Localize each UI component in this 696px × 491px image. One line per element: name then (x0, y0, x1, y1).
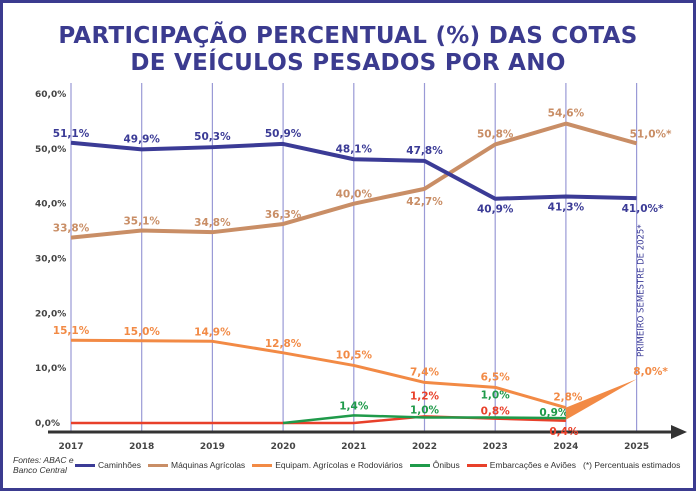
data-label: 50,3% (194, 131, 231, 143)
data-label: 34,8% (194, 217, 231, 229)
legend-items: Caminhões Máquinas Agrícolas Equipam. Agrí… (75, 455, 687, 470)
data-label: 50,9% (265, 128, 302, 140)
chart-title: PARTICIPAÇÃO PERCENTUAL (%) DAS COTAS DE… (3, 23, 693, 77)
y-tick-label: 20,0% (35, 309, 66, 319)
data-label: 41,0%* (622, 203, 664, 215)
data-label: 47,8% (406, 145, 443, 157)
legend-label: Máquinas Agrícolas (171, 460, 246, 470)
legend: Fontes: ABAC e Banco Central Caminhões Má… (13, 455, 687, 475)
series-wedge-equipam-agricolas-e-rodoviarios (565, 379, 637, 420)
legend-swatch (409, 463, 430, 467)
legend-label: Equipam. Agrícolas e Rodoviários (275, 460, 403, 470)
x-tick-label: 2019 (200, 442, 225, 452)
legend-label: Ônibus (432, 460, 460, 470)
x-tick-label: 2024 (553, 442, 578, 452)
x-axis-arrow (671, 425, 687, 439)
x-tick-label: 2018 (129, 442, 154, 452)
title-line-2: DE VEÍCULOS PESADOS POR ANO (130, 50, 566, 76)
data-label: 0,4% (549, 426, 579, 438)
x-tick-label: 2020 (271, 442, 296, 452)
data-label: 40,9% (477, 204, 514, 216)
legend-swatch (75, 463, 95, 467)
data-label: 49,9% (123, 133, 160, 145)
data-label: 41,3% (548, 202, 585, 214)
data-label: 35,1% (123, 216, 160, 228)
x-tick-label: 2021 (341, 442, 366, 452)
legend-item-equipam-agricolas-e-rodoviarios: Equipam. Agrícolas e Rodoviários (252, 460, 403, 470)
legend-item-caminhoes: Caminhões (75, 460, 141, 470)
data-label: 36,3% (265, 209, 302, 221)
data-label: 54,6% (548, 108, 585, 120)
x-tick-label: 2017 (58, 442, 83, 452)
data-label: 50,8% (477, 128, 514, 140)
plot-area: 2017 2018 2019 2020 2021 2022 2023 2024 2025 0,0%… (35, 83, 687, 452)
data-label: 51,1% (53, 128, 90, 140)
data-label: 12,8% (265, 338, 302, 350)
data-label: 8,0%* (633, 366, 668, 378)
data-label: 1,2% (410, 390, 440, 402)
source-note: Fontes: ABAC e Banco Central (13, 455, 74, 475)
data-label: 0,8% (481, 406, 511, 418)
data-label: 51,0%* (630, 128, 672, 140)
x-tick-label: 2025 (624, 442, 649, 452)
data-label: 15,1% (53, 325, 90, 337)
y-tick-label: 30,0% (35, 255, 66, 265)
legend-item-maquinas-agricolas: Máquinas Agrícolas (148, 460, 245, 470)
data-label: 6,5% (481, 371, 511, 383)
legend-swatch (252, 463, 273, 467)
data-label: 1,4% (339, 400, 369, 412)
legend-item-embarcacoes-e-avioes: Embarcações e Aviões (466, 460, 577, 470)
data-label: 33,8% (53, 223, 90, 235)
data-label: 14,9% (194, 326, 231, 338)
legend-label: Embarcações e Aviões (489, 460, 577, 470)
x-tick-label: 2022 (412, 442, 437, 452)
title-line-1: PARTICIPAÇÃO PERCENTUAL (%) DAS COTAS (58, 23, 638, 49)
annotation-first-semester: PRIMEIRO SEMESTRE DE 2025* (637, 224, 647, 357)
y-tick-label: 60,0% (35, 90, 66, 100)
y-tick-label: 0,0% (35, 419, 60, 429)
series-line-equipam-agricolas-e-rodoviarios (70, 338, 567, 410)
y-tick-label: 10,0% (35, 364, 66, 374)
legend-item-onibus: Ônibus (409, 460, 460, 470)
y-tick-label: 40,0% (35, 200, 66, 210)
footnote-estimated: (*) Percentuais estimados (583, 460, 681, 470)
data-label: 48,1% (336, 143, 373, 155)
legend-swatch (466, 463, 487, 467)
data-label: 2,8% (553, 392, 583, 404)
data-label: 40,0% (336, 189, 373, 201)
legend-label: Caminhões (98, 460, 141, 470)
x-tick-label: 2023 (483, 442, 508, 452)
data-label: 1,0% (481, 390, 511, 402)
data-label: 7,4% (410, 366, 440, 378)
data-label: 10,5% (336, 349, 373, 361)
y-tick-label: 50,0% (35, 145, 66, 155)
data-label: 42,7% (406, 196, 443, 208)
data-label: 0,9% (539, 407, 569, 419)
legend-swatch (148, 463, 168, 467)
data-label: 15,0% (123, 326, 160, 338)
data-label: 1,0% (410, 405, 440, 417)
